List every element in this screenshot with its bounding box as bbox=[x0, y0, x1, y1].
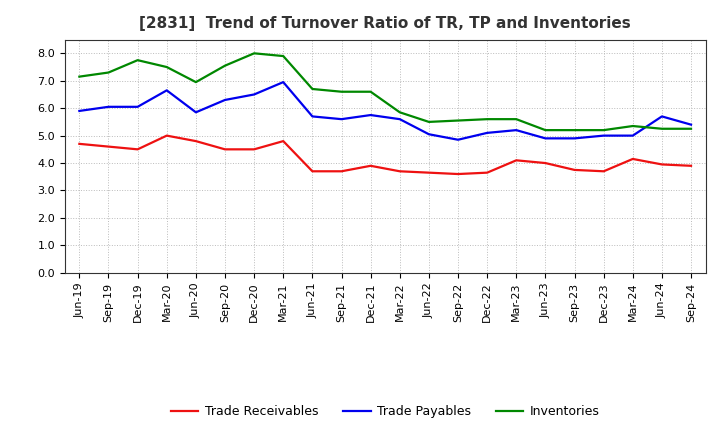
Trade Payables bbox=[366, 112, 375, 117]
Inventories bbox=[629, 123, 637, 128]
Trade Payables bbox=[541, 136, 550, 141]
Inventories bbox=[599, 128, 608, 133]
Inventories bbox=[687, 126, 696, 132]
Inventories bbox=[104, 70, 113, 75]
Trade Receivables bbox=[366, 163, 375, 169]
Trade Receivables bbox=[395, 169, 404, 174]
Inventories bbox=[541, 128, 550, 133]
Inventories bbox=[192, 80, 200, 85]
Inventories bbox=[570, 128, 579, 133]
Trade Payables bbox=[192, 110, 200, 115]
Inventories bbox=[657, 126, 666, 132]
Trade Payables bbox=[163, 88, 171, 93]
Trade Payables bbox=[133, 104, 142, 110]
Trade Receivables bbox=[599, 169, 608, 174]
Trade Receivables bbox=[163, 133, 171, 138]
Trade Payables bbox=[687, 122, 696, 127]
Trade Payables bbox=[395, 117, 404, 122]
Inventories bbox=[220, 63, 229, 68]
Trade Payables bbox=[104, 104, 113, 110]
Title: [2831]  Trend of Turnover Ratio of TR, TP and Inventories: [2831] Trend of Turnover Ratio of TR, TP… bbox=[140, 16, 631, 32]
Trade Payables bbox=[308, 114, 317, 119]
Inventories bbox=[75, 74, 84, 79]
Inventories bbox=[133, 58, 142, 63]
Trade Receivables bbox=[279, 139, 287, 144]
Trade Payables bbox=[425, 132, 433, 137]
Inventories bbox=[279, 53, 287, 59]
Trade Receivables bbox=[192, 139, 200, 144]
Inventories bbox=[250, 51, 258, 56]
Inventories bbox=[512, 117, 521, 122]
Trade Receivables bbox=[454, 172, 462, 177]
Trade Receivables bbox=[75, 141, 84, 147]
Trade Payables bbox=[220, 97, 229, 103]
Trade Receivables bbox=[220, 147, 229, 152]
Trade Receivables bbox=[483, 170, 492, 175]
Inventories bbox=[483, 117, 492, 122]
Trade Payables bbox=[250, 92, 258, 97]
Line: Trade Payables: Trade Payables bbox=[79, 82, 691, 140]
Trade Payables bbox=[570, 136, 579, 141]
Inventories bbox=[337, 89, 346, 94]
Trade Payables bbox=[599, 133, 608, 138]
Trade Payables bbox=[483, 130, 492, 136]
Inventories bbox=[366, 89, 375, 94]
Inventories bbox=[163, 64, 171, 70]
Trade Receivables bbox=[687, 163, 696, 169]
Trade Payables bbox=[512, 128, 521, 133]
Trade Receivables bbox=[570, 167, 579, 172]
Trade Payables bbox=[657, 114, 666, 119]
Trade Receivables bbox=[541, 161, 550, 166]
Trade Payables bbox=[279, 80, 287, 85]
Trade Receivables bbox=[512, 158, 521, 163]
Line: Inventories: Inventories bbox=[79, 53, 691, 130]
Inventories bbox=[395, 110, 404, 115]
Trade Payables bbox=[75, 108, 84, 114]
Trade Receivables bbox=[104, 144, 113, 149]
Trade Payables bbox=[629, 133, 637, 138]
Legend: Trade Receivables, Trade Payables, Inventories: Trade Receivables, Trade Payables, Inven… bbox=[166, 400, 605, 423]
Trade Receivables bbox=[308, 169, 317, 174]
Trade Receivables bbox=[337, 169, 346, 174]
Inventories bbox=[425, 119, 433, 125]
Line: Trade Receivables: Trade Receivables bbox=[79, 136, 691, 174]
Trade Receivables bbox=[629, 156, 637, 161]
Trade Receivables bbox=[250, 147, 258, 152]
Trade Receivables bbox=[133, 147, 142, 152]
Inventories bbox=[308, 86, 317, 92]
Trade Receivables bbox=[657, 162, 666, 167]
Inventories bbox=[454, 118, 462, 123]
Trade Payables bbox=[337, 117, 346, 122]
Trade Receivables bbox=[425, 170, 433, 175]
Trade Payables bbox=[454, 137, 462, 143]
